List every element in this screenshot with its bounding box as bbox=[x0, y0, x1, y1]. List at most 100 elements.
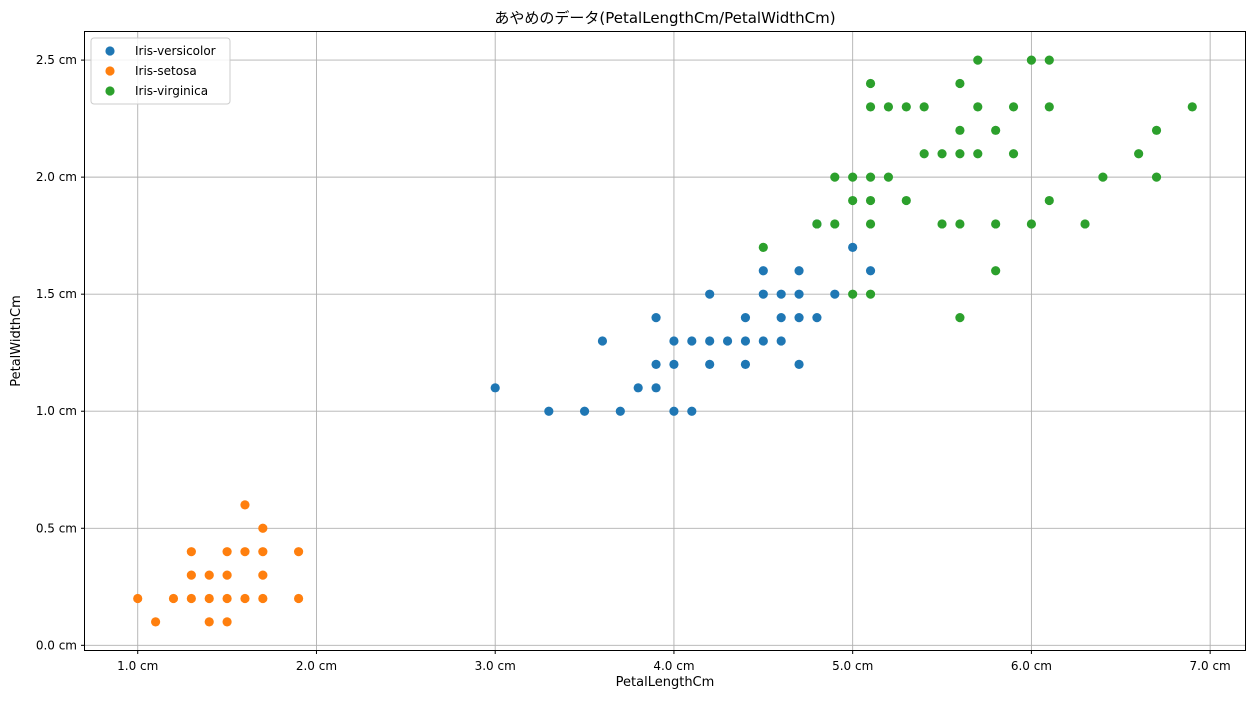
data-point-iris-setosa bbox=[133, 593, 143, 604]
data-point-iris-virginica bbox=[901, 195, 911, 206]
data-point-iris-versicolor bbox=[651, 383, 661, 393]
y-tick-label: 1.5 cm bbox=[36, 287, 77, 301]
data-point-iris-versicolor bbox=[633, 383, 643, 393]
data-point-iris-versicolor bbox=[794, 266, 804, 276]
y-tick-label: 0.0 cm bbox=[36, 638, 77, 652]
data-point-iris-virginica bbox=[1151, 172, 1162, 182]
data-point-iris-versicolor bbox=[705, 359, 715, 370]
y-tick-label: 0.5 cm bbox=[36, 521, 77, 535]
data-point-iris-virginica bbox=[1044, 55, 1054, 65]
data-point-iris-setosa bbox=[222, 617, 232, 627]
data-point-iris-virginica bbox=[865, 102, 876, 112]
data-point-iris-virginica bbox=[991, 266, 1001, 276]
data-point-iris-versicolor bbox=[579, 406, 590, 416]
data-point-iris-virginica bbox=[1008, 102, 1019, 112]
data-point-iris-versicolor bbox=[687, 406, 697, 416]
data-point-iris-versicolor bbox=[615, 406, 625, 416]
data-point-iris-virginica bbox=[1098, 172, 1108, 182]
data-point-iris-virginica bbox=[830, 172, 840, 182]
data-point-iris-virginica bbox=[955, 219, 965, 229]
data-point-iris-setosa bbox=[240, 547, 250, 557]
data-point-iris-setosa bbox=[258, 593, 268, 604]
data-point-iris-virginica bbox=[937, 219, 947, 229]
data-point-iris-setosa bbox=[186, 547, 196, 557]
data-point-iris-versicolor bbox=[651, 312, 661, 323]
data-point-iris-virginica bbox=[1044, 102, 1054, 112]
data-point-iris-versicolor bbox=[669, 359, 679, 370]
data-point-iris-virginica bbox=[937, 149, 947, 159]
data-point-iris-versicolor bbox=[740, 359, 751, 370]
data-point-iris-virginica bbox=[955, 149, 965, 159]
data-point-iris-virginica bbox=[1151, 125, 1162, 135]
data-point-iris-virginica bbox=[883, 172, 894, 182]
data-point-iris-virginica bbox=[848, 172, 858, 182]
data-point-iris-versicolor bbox=[705, 336, 715, 346]
data-point-iris-versicolor bbox=[794, 289, 804, 299]
data-point-iris-virginica bbox=[991, 125, 1001, 135]
y-tick-label: 2.5 cm bbox=[36, 53, 77, 67]
data-point-iris-virginica bbox=[830, 219, 840, 229]
data-point-iris-virginica bbox=[1026, 219, 1037, 229]
x-tick-label: 7.0 cm bbox=[1190, 659, 1231, 673]
data-point-iris-versicolor bbox=[705, 289, 715, 299]
legend-box bbox=[90, 37, 231, 105]
data-point-iris-setosa bbox=[186, 593, 196, 604]
data-point-iris-versicolor bbox=[490, 383, 500, 393]
data-point-iris-virginica bbox=[973, 55, 983, 65]
data-point-iris-virginica bbox=[1026, 55, 1037, 65]
data-point-iris-virginica bbox=[865, 195, 876, 206]
data-point-iris-virginica bbox=[865, 219, 876, 229]
data-point-iris-virginica bbox=[1080, 219, 1090, 229]
data-point-iris-versicolor bbox=[794, 359, 804, 370]
x-tick-label: 6.0 cm bbox=[1011, 659, 1052, 673]
legend: Iris-versicolor Iris-setosa Iris-virginica bbox=[90, 37, 231, 105]
data-point-iris-virginica bbox=[1187, 102, 1197, 112]
data-point-iris-versicolor bbox=[758, 266, 768, 276]
x-tick-label: 2.0 cm bbox=[296, 659, 337, 673]
data-point-iris-setosa bbox=[151, 617, 161, 627]
legend-label: Iris-versicolor bbox=[135, 44, 216, 58]
data-point-iris-setosa bbox=[258, 523, 268, 533]
data-point-iris-versicolor bbox=[830, 289, 840, 299]
data-point-iris-setosa bbox=[222, 547, 232, 557]
data-point-iris-setosa bbox=[293, 547, 304, 557]
x-tick-label: 4.0 cm bbox=[653, 659, 694, 673]
data-point-iris-versicolor bbox=[669, 336, 679, 346]
data-point-iris-virginica bbox=[1044, 195, 1054, 206]
data-point-iris-virginica bbox=[901, 102, 911, 112]
points-layer bbox=[133, 55, 1197, 627]
data-point-iris-versicolor bbox=[722, 336, 733, 346]
data-point-iris-versicolor bbox=[651, 359, 661, 370]
tick-layer: 1.0 cm 2.0 cm 3.0 cm 4.0 cm 5.0 cm 6.0 cm 7.0 … bbox=[36, 53, 1231, 673]
data-point-iris-virginica bbox=[955, 125, 965, 135]
legend-marker bbox=[105, 66, 115, 76]
data-point-iris-virginica bbox=[955, 78, 965, 89]
data-point-iris-versicolor bbox=[794, 312, 804, 323]
data-point-iris-virginica bbox=[1134, 149, 1144, 159]
data-point-iris-versicolor bbox=[687, 336, 697, 346]
y-axis-label: PetalWidthCm bbox=[9, 295, 24, 387]
data-point-iris-setosa bbox=[240, 593, 250, 604]
data-point-iris-setosa bbox=[258, 547, 268, 557]
data-point-iris-versicolor bbox=[740, 312, 751, 323]
x-tick-label: 5.0 cm bbox=[832, 659, 873, 673]
data-point-iris-versicolor bbox=[544, 406, 554, 416]
data-point-iris-setosa bbox=[222, 570, 232, 580]
data-point-iris-versicolor bbox=[848, 242, 858, 252]
legend-label: Iris-virginica bbox=[135, 84, 208, 98]
data-point-iris-setosa bbox=[204, 570, 214, 580]
data-point-iris-virginica bbox=[919, 102, 929, 112]
data-point-iris-versicolor bbox=[740, 336, 751, 346]
data-point-iris-virginica bbox=[848, 195, 858, 206]
x-tick-label: 3.0 cm bbox=[475, 659, 516, 673]
data-point-iris-versicolor bbox=[776, 312, 786, 323]
data-point-iris-virginica bbox=[883, 102, 894, 112]
data-point-iris-setosa bbox=[168, 593, 179, 604]
data-point-iris-virginica bbox=[973, 149, 983, 159]
data-point-iris-virginica bbox=[758, 242, 768, 252]
data-point-iris-setosa bbox=[186, 570, 196, 580]
data-point-iris-setosa bbox=[204, 593, 214, 604]
x-axis-label: PetalLengthCm bbox=[616, 675, 715, 690]
